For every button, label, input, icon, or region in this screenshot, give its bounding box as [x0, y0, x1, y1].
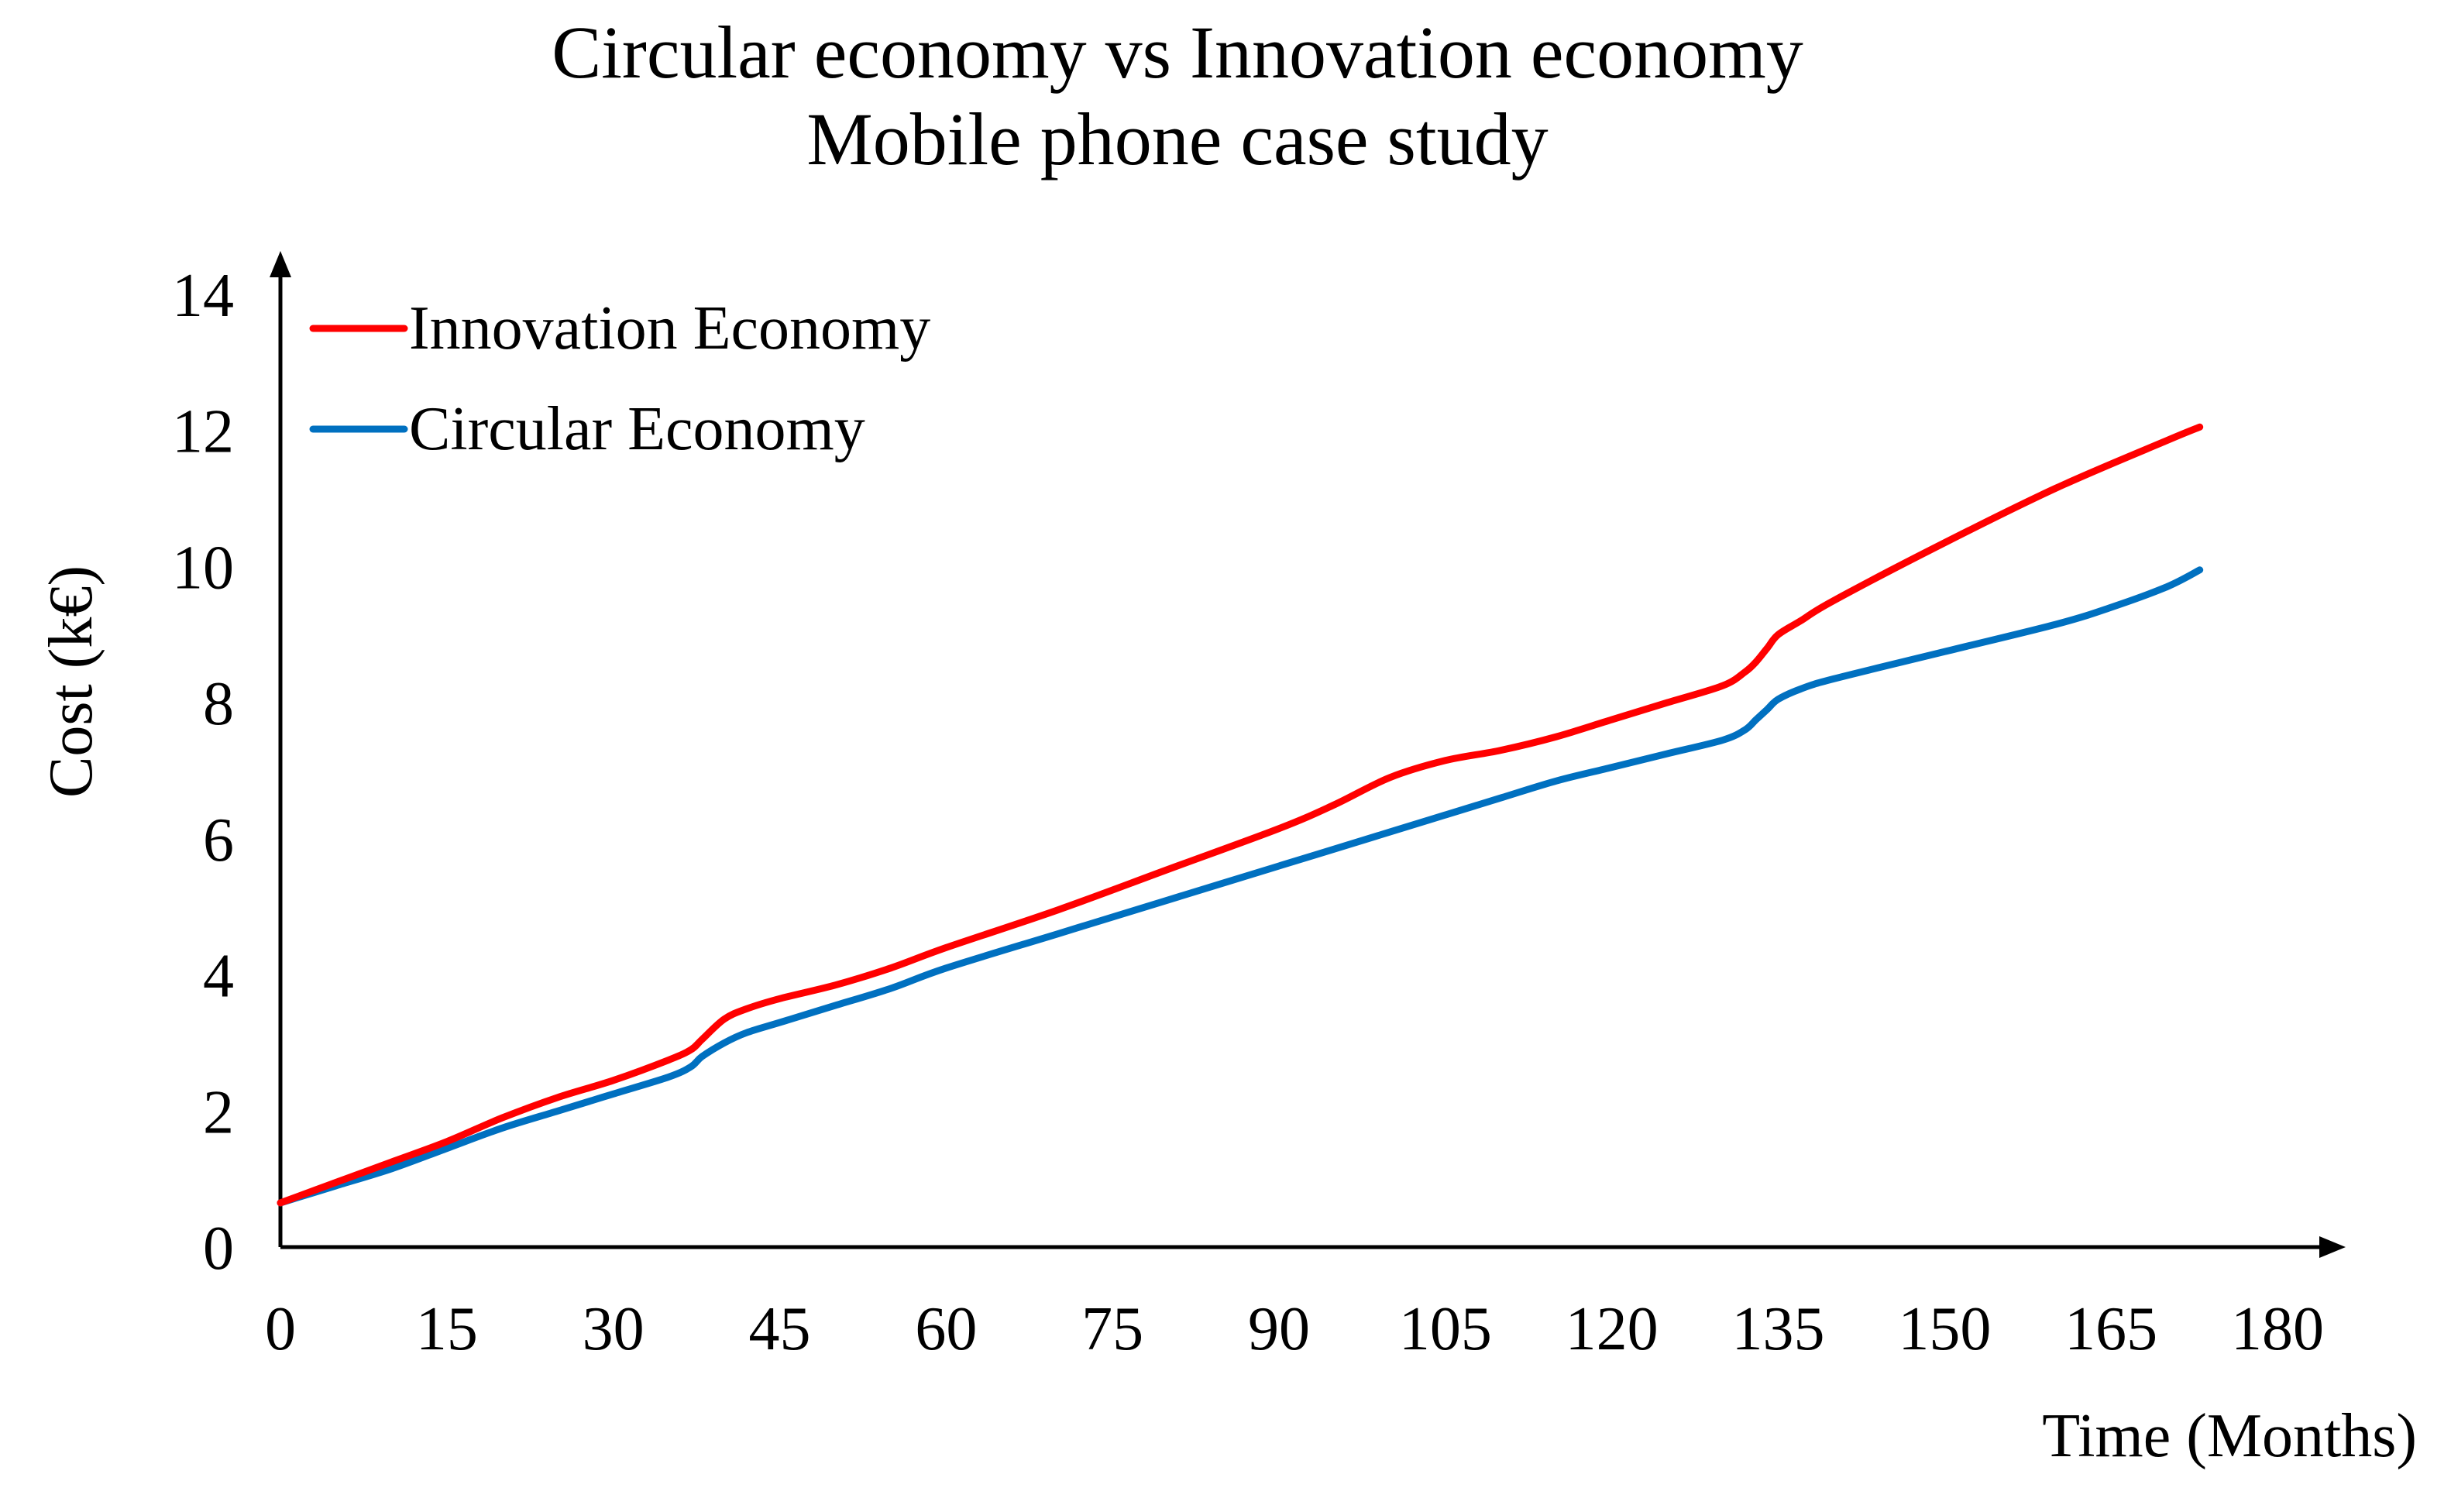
- chart-subtitle: Mobile phone case study: [806, 98, 1548, 180]
- y-tick-label: 4: [203, 943, 234, 1011]
- series-line-innovation-economy: [277, 423, 2204, 1207]
- x-tick-label: 120: [1566, 1295, 1659, 1363]
- legend-label-innovation-economy: Innovation Economy: [409, 294, 930, 363]
- y-tick-label: 6: [203, 806, 234, 875]
- x-tick-label: 165: [2064, 1295, 2157, 1363]
- y-axis-title: Cost (k€): [37, 565, 105, 798]
- x-tick-label: 60: [915, 1295, 977, 1363]
- series-layer: [277, 423, 2204, 1207]
- x-tick-label: 15: [416, 1295, 478, 1363]
- x-tick-label: 135: [1732, 1295, 1825, 1363]
- x-tick-label: 45: [749, 1295, 811, 1363]
- chart-title: Circular economy vs Innovation economy: [552, 11, 1803, 94]
- x-tick-label: 150: [1898, 1295, 1991, 1363]
- legend-label-circular-economy: Circular Economy: [409, 395, 865, 463]
- y-tick-label: 12: [172, 398, 234, 466]
- x-tick-label: 90: [1248, 1295, 1310, 1363]
- series-line-circular-economy: [277, 566, 2204, 1207]
- x-tick-label: 0: [265, 1295, 296, 1363]
- x-tick-label: 75: [1081, 1295, 1143, 1363]
- x-tick-label: 105: [1399, 1295, 1492, 1363]
- y-tick-label: 2: [203, 1078, 234, 1146]
- x-axis-arrow: [2319, 1236, 2346, 1258]
- x-tick-label: 180: [2231, 1295, 2324, 1363]
- y-tick-labels: 0 2 4 6 8 10 12 14: [172, 262, 234, 1283]
- y-tick-label: 14: [172, 262, 234, 330]
- y-tick-label: 10: [172, 534, 234, 602]
- y-tick-label: 0: [203, 1215, 234, 1283]
- x-axis-title: Time (Months): [2042, 1402, 2417, 1470]
- legend: Innovation Economy Circular Economy: [309, 294, 930, 463]
- y-tick-label: 8: [203, 670, 234, 738]
- x-tick-label: 30: [583, 1295, 645, 1363]
- y-axis-arrow: [270, 251, 291, 277]
- x-tick-labels: 0 15 30 45 60 75 90 105 120 135 150 165 180: [265, 1295, 2324, 1363]
- axes: [270, 251, 2346, 1258]
